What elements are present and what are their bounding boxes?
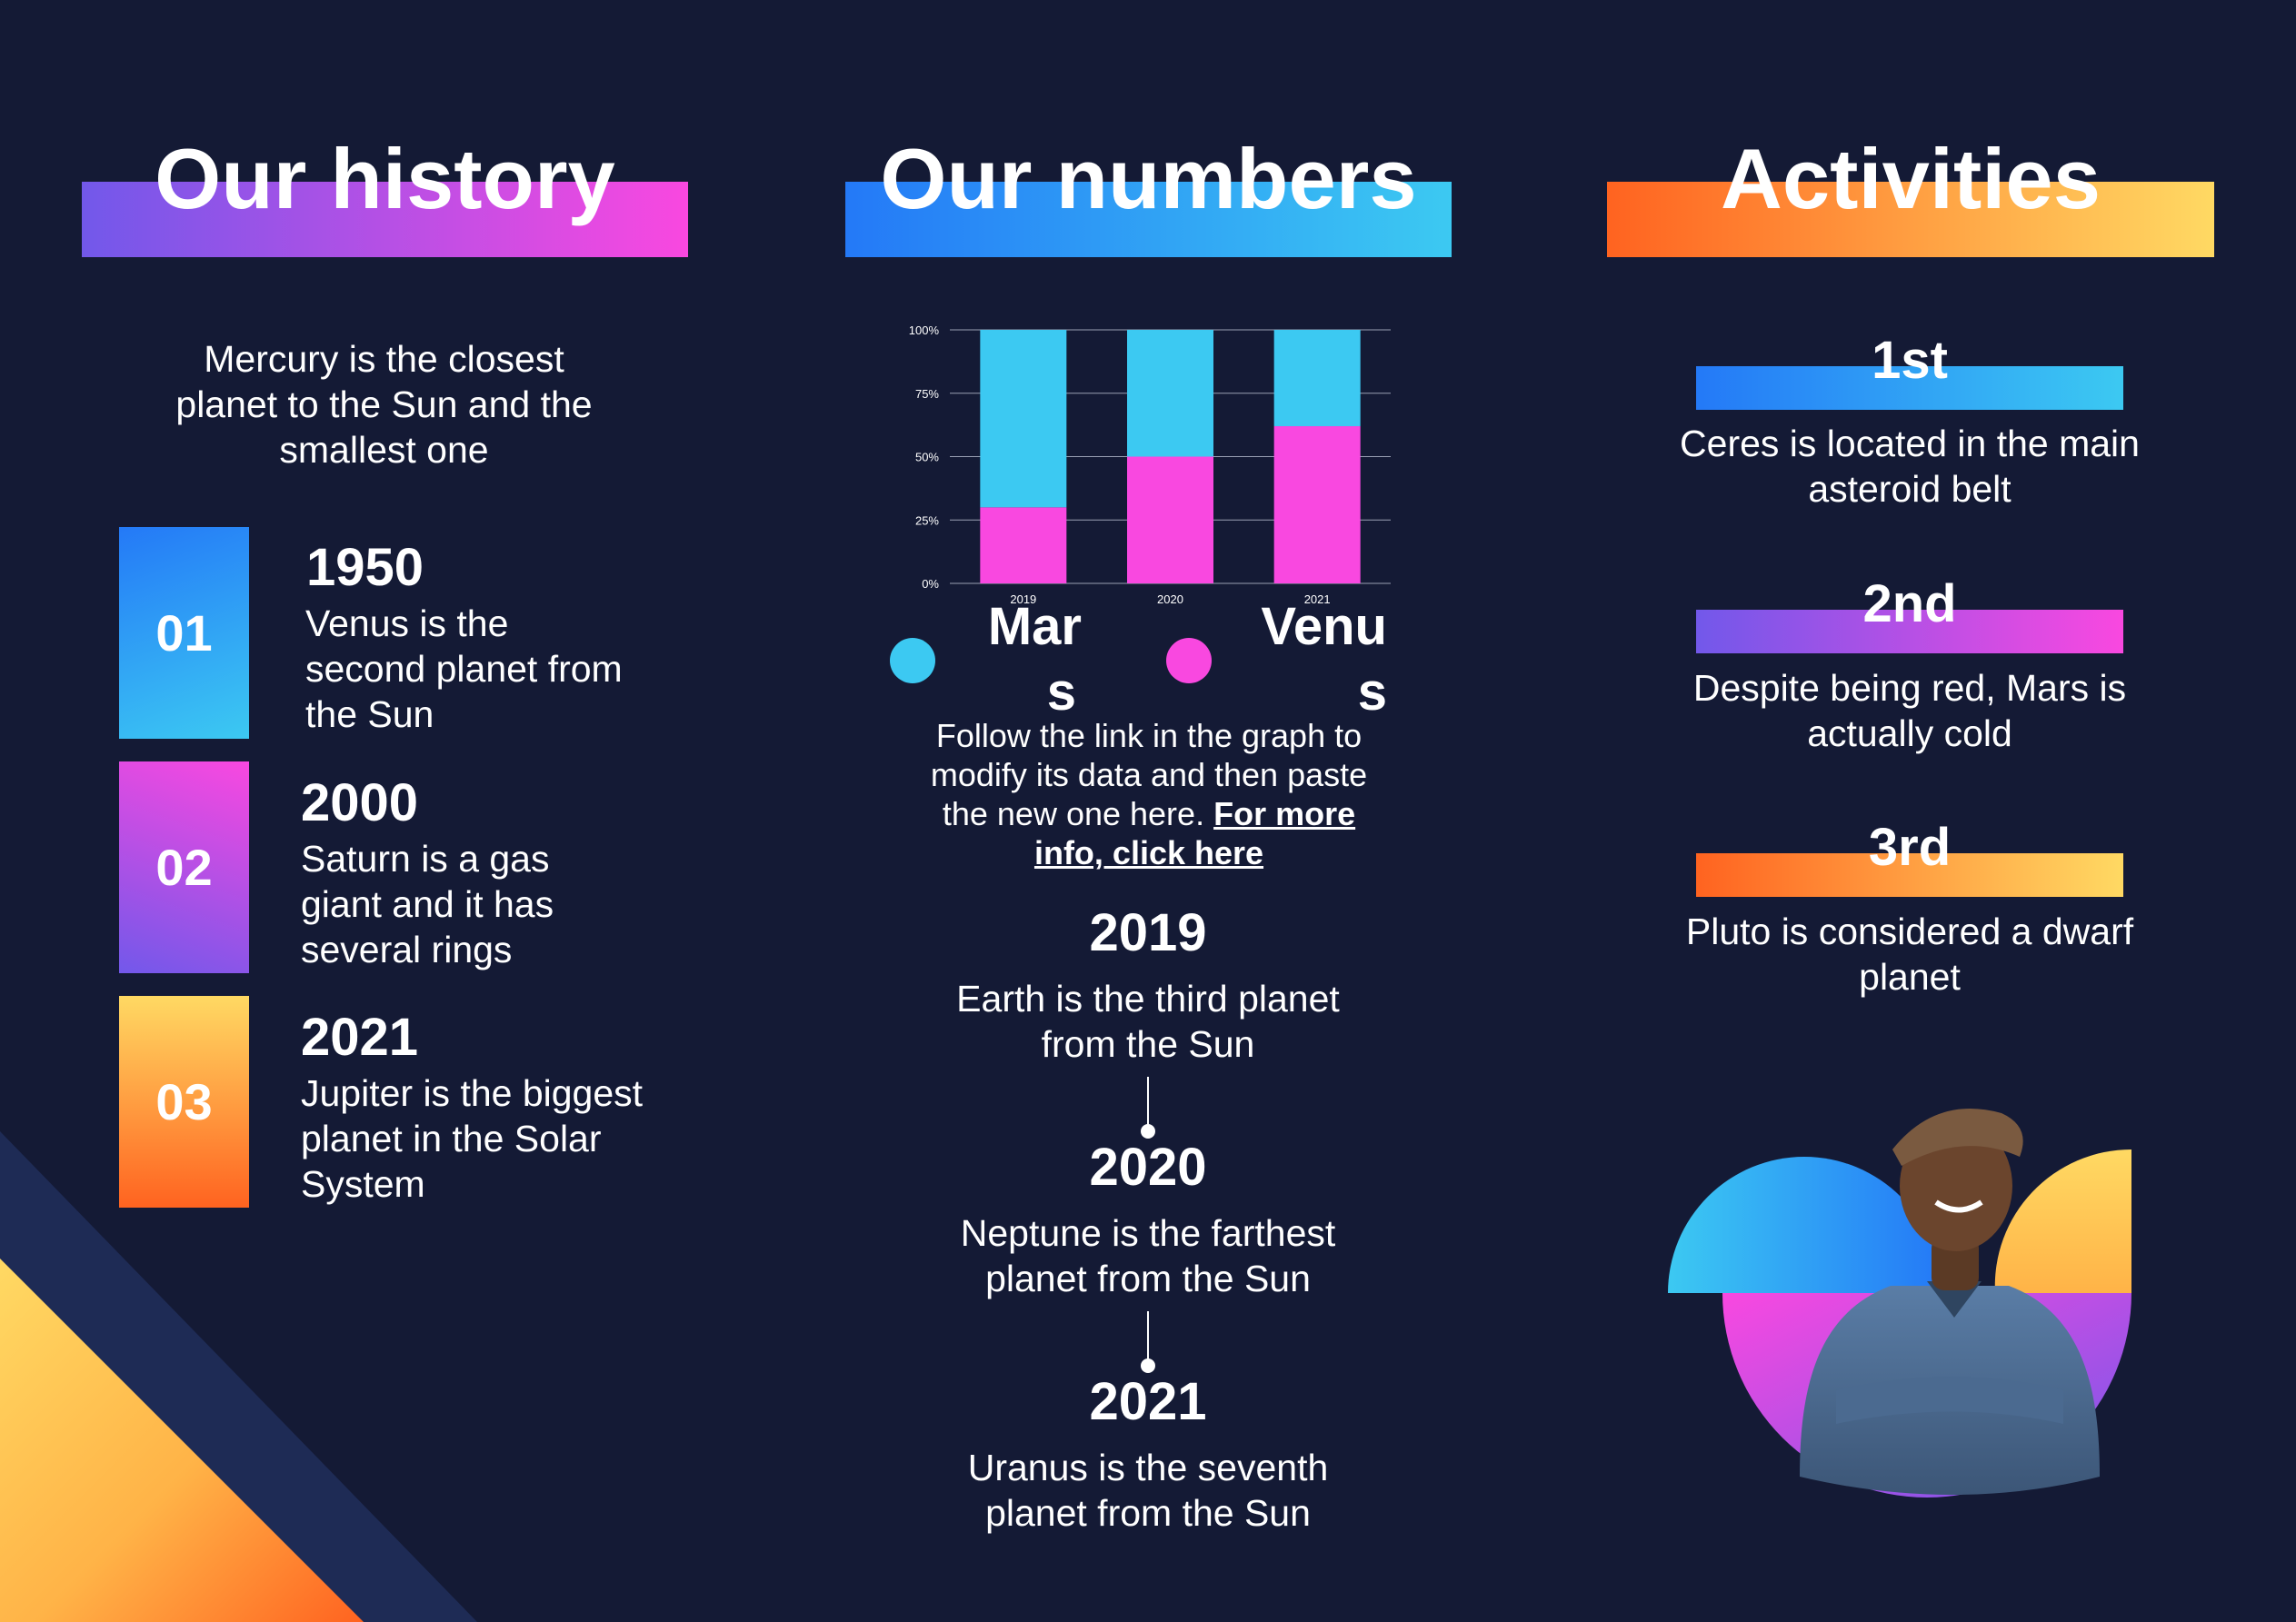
chart-bar-mars-2019[interactable]	[980, 330, 1067, 508]
history-title-bar	[82, 182, 688, 257]
activity-rank-1: 1st	[1872, 331, 1948, 390]
stacked-bar-chart[interactable]: 0% 25% 50% 75% 100% 2019 2020 2021	[900, 318, 1409, 609]
timeline-connector-2	[1147, 1311, 1149, 1366]
chart-y-tick-label: 0%	[922, 577, 939, 591]
timeline-desc-2: Neptune is the farthest planet from the …	[960, 1212, 1336, 1299]
chart-bar-venus-2019[interactable]	[980, 507, 1067, 583]
history-year-1: 1950	[306, 538, 424, 597]
more-info-link[interactable]: For more info, click here	[1033, 795, 1356, 871]
activities-title: Activities	[1721, 131, 2101, 226]
history-desc-1: Venus is the second planet from the Sun	[305, 602, 623, 735]
legend-venus-dot	[1166, 638, 1212, 683]
chart-bar-venus-2020[interactable]	[1127, 456, 1213, 584]
timeline-year-1: 2019	[1089, 903, 1207, 962]
history-number-2: 02	[119, 761, 249, 973]
timeline-connector-1	[1147, 1077, 1149, 1131]
chart-x-tick-label: 2021	[1304, 592, 1331, 606]
activity-bar-1	[1696, 366, 2123, 410]
chart-y-tick-label: 25%	[915, 513, 939, 527]
history-title: Our history	[155, 131, 615, 226]
activity-bar-3	[1696, 853, 2123, 897]
chart-y-tick-label: 50%	[915, 451, 939, 464]
chart-bar-mars-2020[interactable]	[1127, 330, 1213, 457]
history-year-3: 2021	[301, 1008, 419, 1067]
history-intro: Mercury is the closest planet to the Sun…	[175, 338, 593, 471]
timeline-dot-2	[1141, 1358, 1155, 1373]
legend-venus-label: Venu s	[1236, 594, 1387, 725]
legend-mars-line2: s	[1046, 662, 1076, 721]
activity-rank-2: 2nd	[1862, 574, 1957, 633]
history-number-1: 01	[119, 527, 249, 739]
legend-mars-dot	[890, 638, 935, 683]
legend-mars-label: Mar s	[963, 594, 1082, 725]
chart-instructions: Follow the link in the graph to modify i…	[913, 716, 1384, 872]
chart-bar-venus-2021[interactable]	[1273, 426, 1361, 583]
history-desc-2: Saturn is a gas giant and it has several…	[301, 838, 554, 970]
activities-title-bar	[1607, 182, 2214, 257]
activity-desc-1: Ceres is located in the main asteroid be…	[1680, 423, 2140, 510]
history-year-2: 2000	[301, 773, 419, 832]
activity-desc-3: Pluto is considered a dwarf planet	[1685, 911, 2134, 998]
legend-mars-line1: Mar	[987, 597, 1082, 656]
timeline-dot-1	[1141, 1124, 1155, 1139]
history-number-3: 03	[119, 996, 249, 1208]
activity-bar-2	[1696, 610, 2123, 653]
legend-venus-line2: s	[1357, 662, 1387, 721]
legend-venus-line1: Venu	[1261, 597, 1387, 656]
numbers-title-bar	[845, 182, 1452, 257]
timeline-year-3: 2021	[1089, 1372, 1207, 1431]
timeline-desc-1: Earth is the third planet from the Sun	[956, 978, 1340, 1065]
timeline-year-2: 2020	[1089, 1138, 1207, 1197]
chart-bar-mars-2021[interactable]	[1273, 330, 1361, 427]
numbers-title: Our numbers	[880, 131, 1417, 226]
chart-y-tick-label: 75%	[915, 387, 939, 401]
chart-x-tick-label: 2020	[1157, 592, 1183, 606]
chart-y-tick-label: 100%	[909, 323, 940, 337]
activity-rank-3: 3rd	[1868, 818, 1952, 877]
person-photo-icon	[1668, 1109, 2131, 1498]
history-desc-3: Jupiter is the biggest planet in the Sol…	[301, 1072, 644, 1205]
follow-text: Follow the link in the graph to modify i…	[930, 717, 1368, 832]
timeline-desc-3: Uranus is the seventh planet from the Su…	[967, 1447, 1329, 1534]
chart-x-tick-label: 2019	[1010, 592, 1036, 606]
activity-desc-2: Despite being red, Mars is actually cold	[1692, 667, 2127, 754]
